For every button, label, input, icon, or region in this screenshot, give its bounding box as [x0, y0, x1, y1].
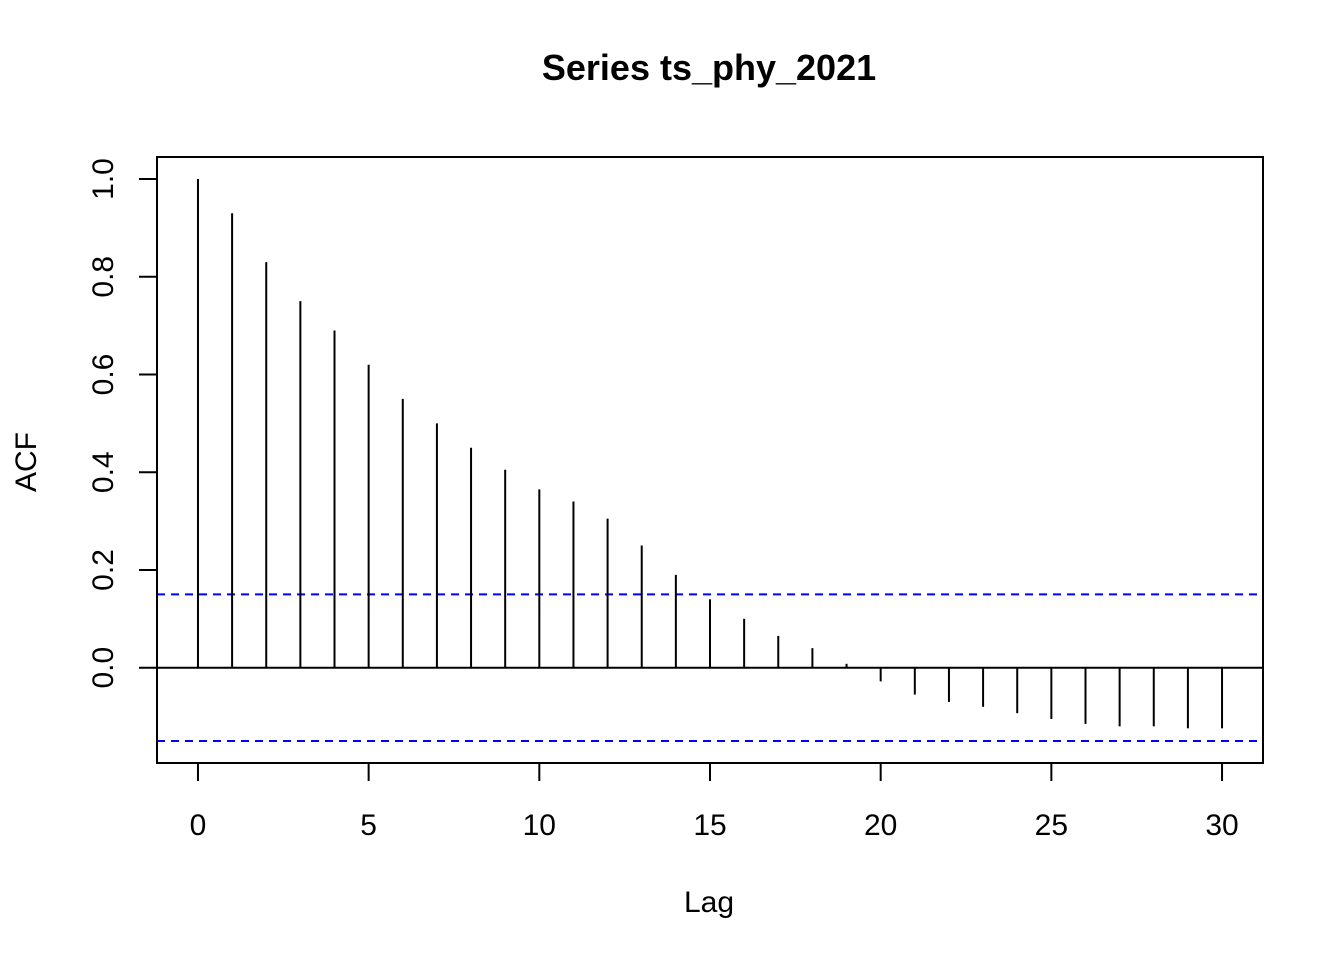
plot-frame: [156, 156, 1264, 764]
chart-title: Series ts_phy_2021: [542, 47, 876, 88]
y-tick-label: 1.0: [87, 158, 120, 200]
y-tick-label: 0.2: [87, 549, 120, 591]
x-tick-label: 30: [1205, 809, 1238, 842]
x-tick-label: 5: [360, 809, 377, 842]
y-tick-label: 0.8: [87, 256, 120, 298]
y-tick-label: 0.0: [87, 647, 120, 689]
x-tick-label: 0: [190, 809, 207, 842]
y-axis-label: ACF: [10, 432, 43, 492]
chart-axes: 0 5 10 15 20 25 30 0.0 0.2 0.4 0.6 0.8 1.0: [87, 158, 1239, 842]
x-tick-label: 10: [523, 809, 556, 842]
y-tick-label: 0.4: [87, 451, 120, 493]
chart-marks: [157, 178, 1263, 743]
x-axis-label: Lag: [684, 886, 734, 919]
x-tick-label: 15: [693, 809, 726, 842]
x-tick-label: 20: [864, 809, 897, 842]
y-tick-label: 0.6: [87, 354, 120, 396]
x-tick-label: 25: [1035, 809, 1068, 842]
